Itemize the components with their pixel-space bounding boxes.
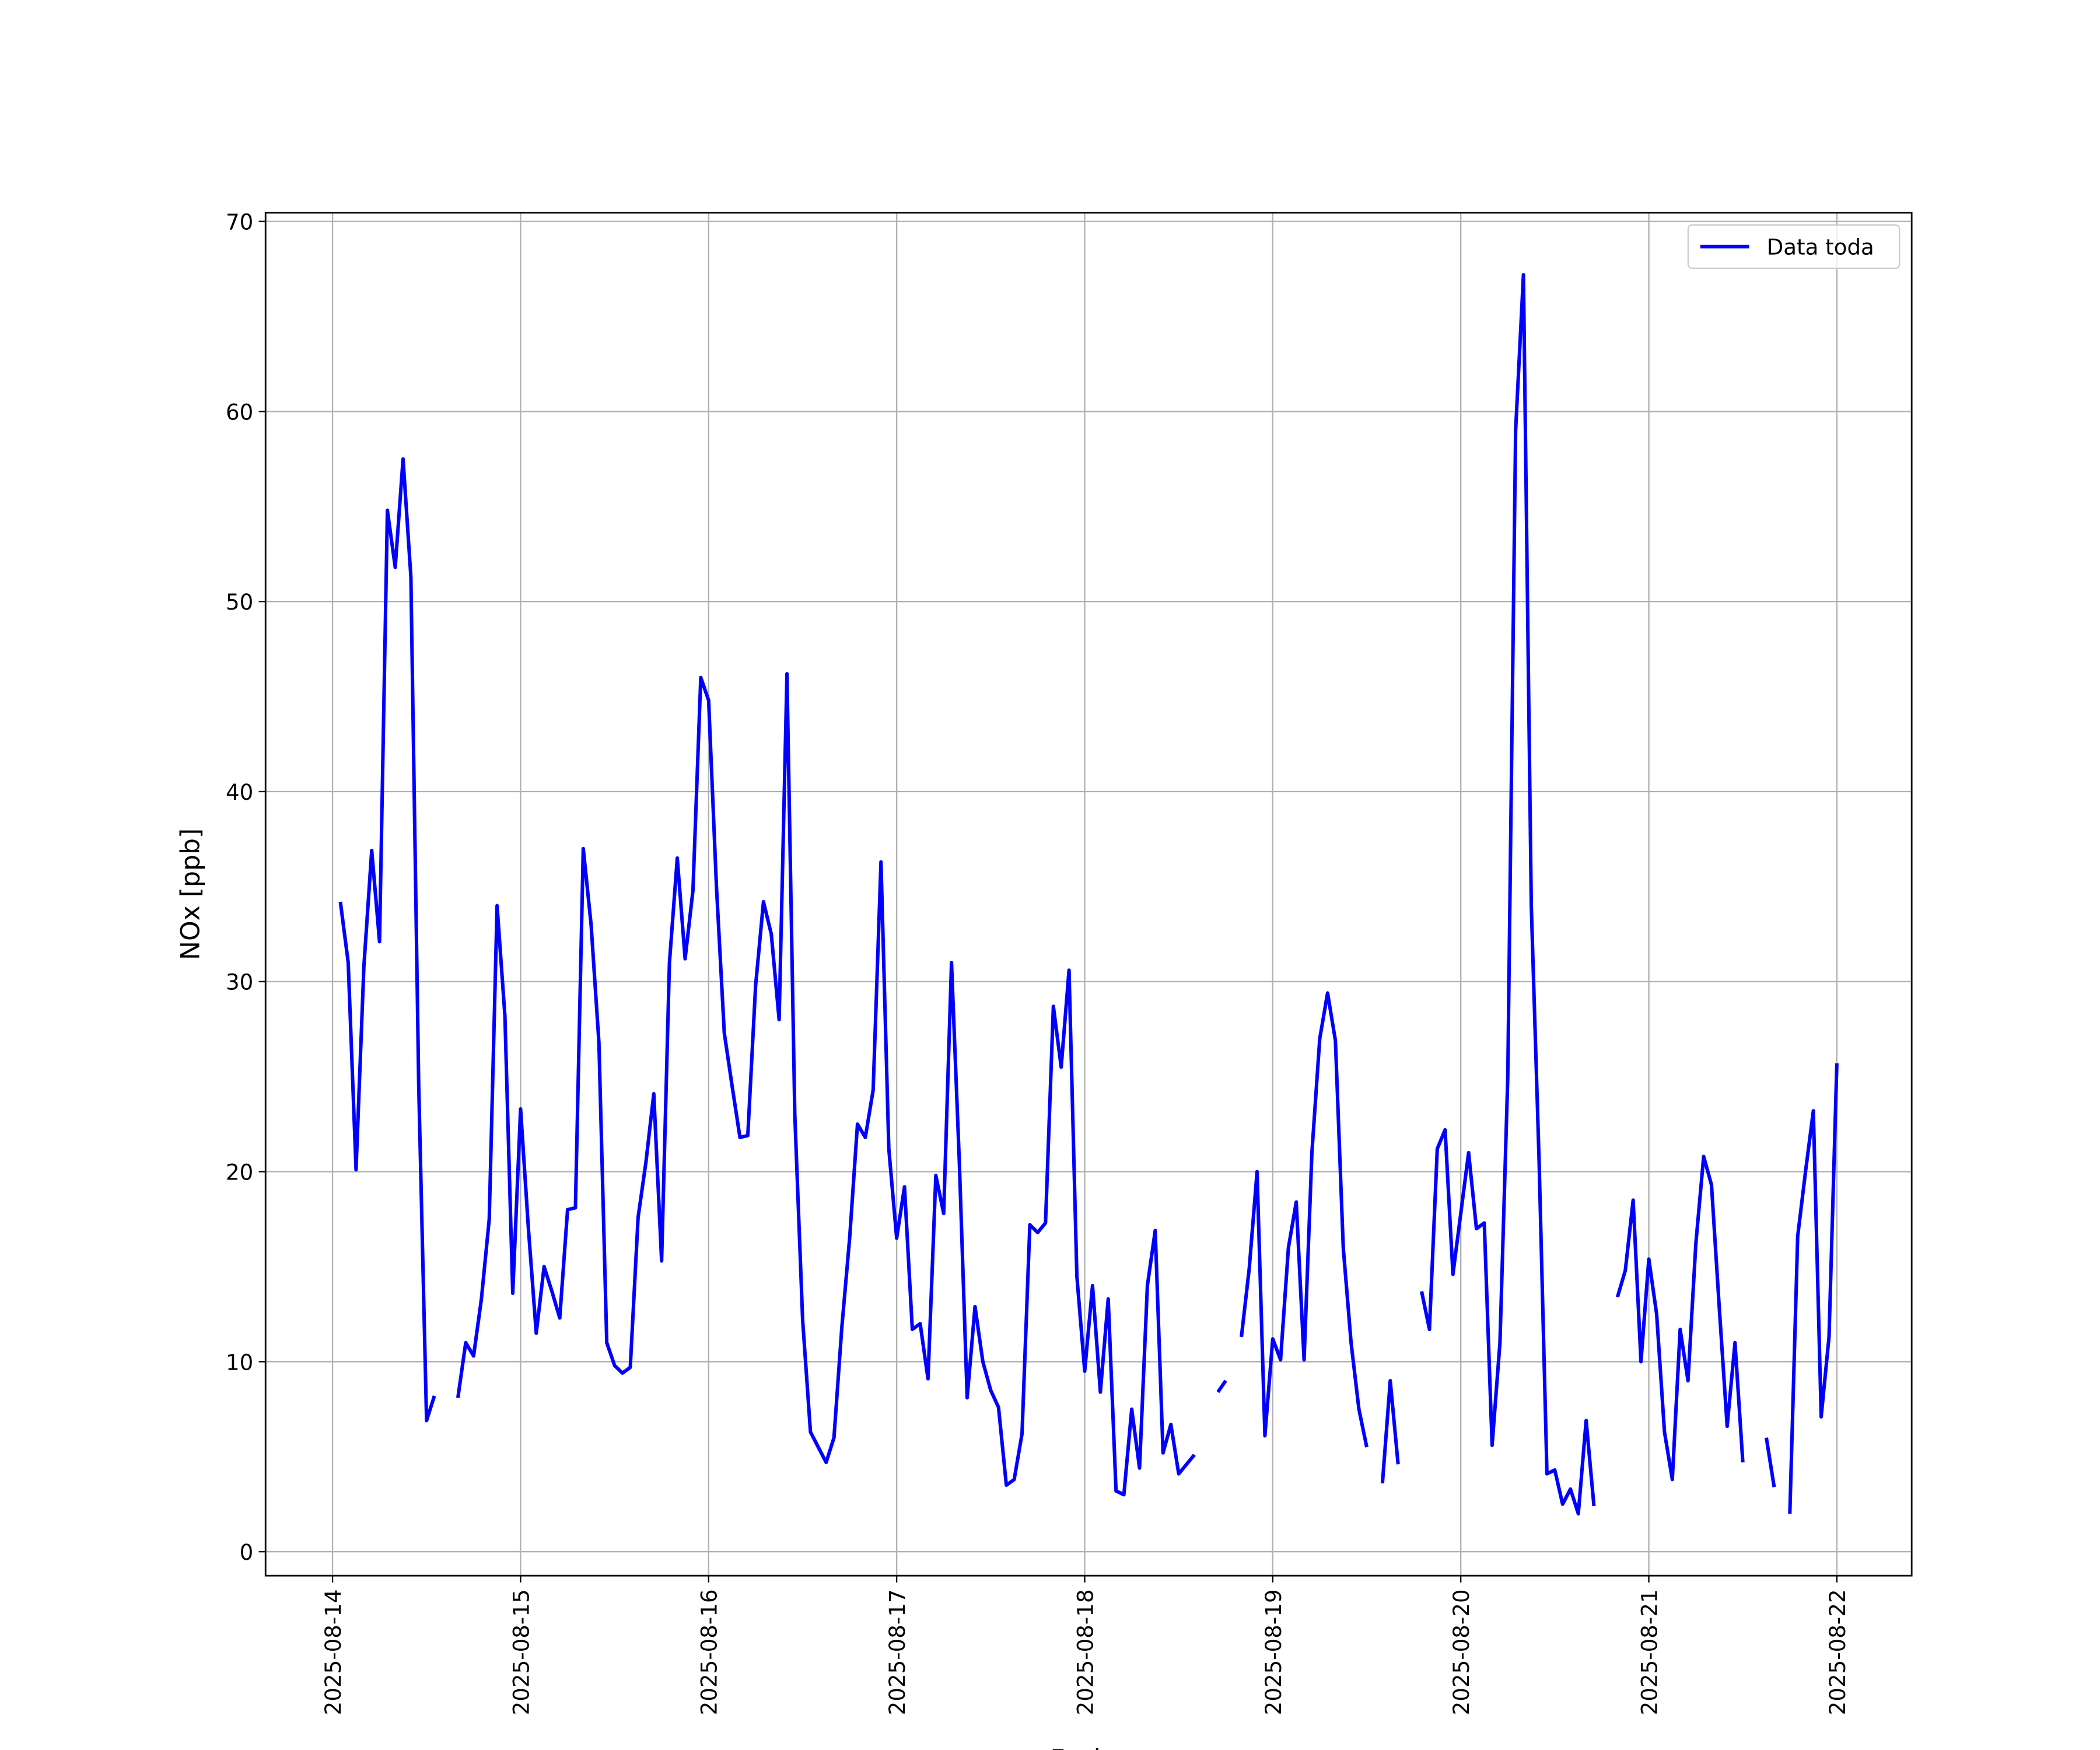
data-line — [338, 272, 1839, 1516]
x-tick-label: 2025-08-21 — [1637, 1589, 1662, 1715]
y-tick-label: 70 — [226, 210, 253, 235]
x-axis-label: Fecha — [1050, 1745, 1125, 1750]
x-tick-label: 2025-08-20 — [1449, 1589, 1474, 1715]
y-axis-label: NOx [ppb] — [176, 828, 205, 960]
legend-box — [1687, 224, 1901, 270]
y-tick-label: 10 — [226, 1350, 253, 1375]
x-tick-label: 2025-08-19 — [1261, 1589, 1286, 1715]
y-tick-label: 60 — [226, 400, 253, 425]
y-tick-label: 0 — [240, 1540, 254, 1565]
x-tick-label: 2025-08-22 — [1825, 1589, 1850, 1715]
legend-label: Data toda — [1767, 235, 1874, 260]
x-tick-label: 2025-08-14 — [321, 1589, 346, 1715]
y-tick-label: 40 — [226, 780, 253, 805]
x-tick-label: 2025-08-15 — [509, 1589, 534, 1715]
x-tick-label: 2025-08-17 — [885, 1589, 910, 1715]
y-tick-label: 30 — [226, 970, 253, 995]
legend: Data toda — [1687, 224, 1901, 270]
x-tick-label: 2025-08-18 — [1073, 1589, 1098, 1715]
plot-frame — [264, 212, 1913, 1577]
x-tick-label: 2025-08-16 — [697, 1589, 722, 1715]
y-tick-label: 50 — [226, 590, 253, 615]
y-tick-label: 20 — [226, 1160, 253, 1185]
